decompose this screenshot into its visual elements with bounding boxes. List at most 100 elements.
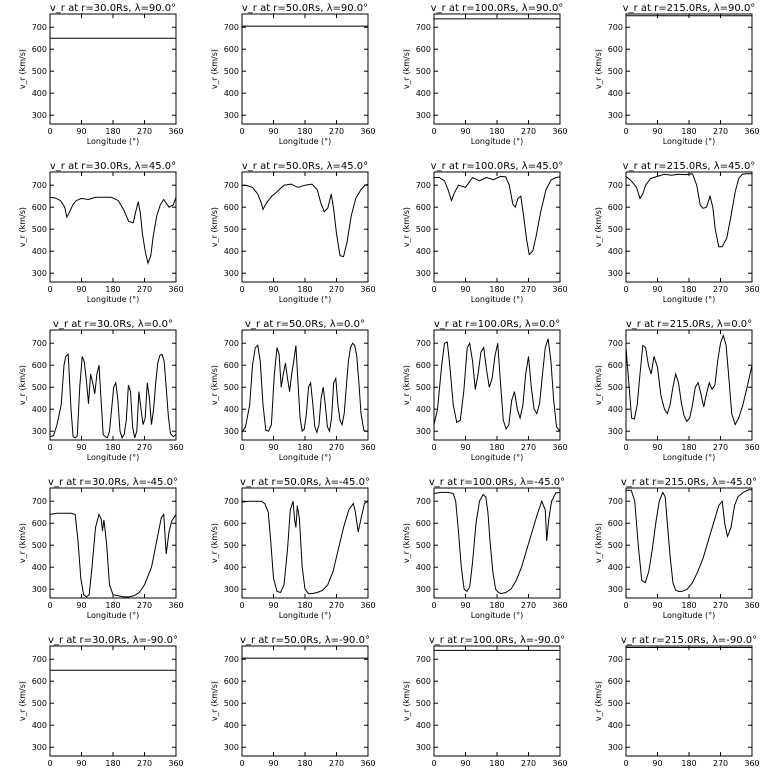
y-tick-label: 400 <box>32 247 47 256</box>
y-tick-label: 400 <box>224 721 239 730</box>
plot-frame <box>49 487 177 599</box>
x-tick-label: 360 <box>552 443 567 452</box>
panel: v_r at r=100.0Rs, λ=90.0° 0 90 180 270 360 300… <box>402 3 568 146</box>
y-axis-label: v_r (km/s) <box>594 207 603 247</box>
x-tick-label: 0 <box>431 285 436 294</box>
y-tick-label: 400 <box>416 89 431 98</box>
y-tick-label: 500 <box>608 541 623 550</box>
y-tick-label: 300 <box>224 269 239 278</box>
panel-title: v_r at r=50.0Rs, λ=-45.0° <box>240 477 370 488</box>
x-tick-label: 180 <box>489 601 504 610</box>
y-tick-label: 300 <box>224 743 239 752</box>
y-axis-label: v_r (km/s) <box>594 681 603 721</box>
x-tick-label: 270 <box>521 285 536 294</box>
y-tick-label: 600 <box>32 519 47 528</box>
y-axis-label: v_r (km/s) <box>210 207 219 247</box>
x-tick-label: 270 <box>137 127 152 136</box>
y-tick-label: 600 <box>416 677 431 686</box>
x-tick-label: 360 <box>360 285 375 294</box>
y-tick-label: 500 <box>416 67 431 76</box>
x-tick-label: 270 <box>713 601 728 610</box>
x-axis-label: Longitude (°) <box>663 295 716 304</box>
y-axis-label: v_r (km/s) <box>18 207 27 247</box>
y-tick-label: 700 <box>224 23 239 32</box>
x-tick-label: 360 <box>168 443 183 452</box>
panel: v_r at r=100.0Rs, λ=0.0° 0 90 180 270 360 300 4… <box>402 319 568 462</box>
panel-title: v_r at r=50.0Rs, λ=45.0° <box>242 161 368 172</box>
panel-title: v_r at r=30.0Rs, λ=-45.0° <box>48 477 178 488</box>
panel: v_r at r=215.0Rs, λ=90.0° 0 90 180 270 360 300… <box>594 3 760 146</box>
x-tick-label: 270 <box>521 601 536 610</box>
y-tick-label: 300 <box>32 743 47 752</box>
x-tick-label: 270 <box>137 759 152 768</box>
y-tick-label: 300 <box>608 585 623 594</box>
x-tick-label: 90 <box>460 127 470 136</box>
series-line <box>433 491 561 595</box>
x-tick-label: 360 <box>744 127 759 136</box>
x-tick-label: 180 <box>105 759 120 768</box>
panel: v_r at r=50.0Rs, λ=90.0° 0 90 180 270 360 300 4… <box>210 3 376 146</box>
y-tick-label: 500 <box>608 699 623 708</box>
panel: v_r at r=215.0Rs, λ=0.0° 0 90 180 270 360 300 4… <box>594 319 760 462</box>
y-tick-label: 600 <box>416 45 431 54</box>
y-tick-label: 400 <box>416 563 431 572</box>
y-tick-label: 400 <box>224 563 239 572</box>
series-line <box>49 512 177 598</box>
x-tick-label: 90 <box>268 443 278 452</box>
x-axis-label: Longitude (°) <box>87 137 140 146</box>
panel-title: v_r at r=100.0Rs, λ=-45.0° <box>429 477 565 488</box>
x-tick-label: 180 <box>297 285 312 294</box>
y-tick-label: 700 <box>416 339 431 348</box>
x-tick-label: 270 <box>137 285 152 294</box>
y-tick-label: 300 <box>416 111 431 120</box>
x-tick-label: 270 <box>521 443 536 452</box>
y-tick-label: 300 <box>416 743 431 752</box>
x-tick-label: 180 <box>297 601 312 610</box>
plot-frame <box>49 171 177 283</box>
x-axis-label: Longitude (°) <box>87 295 140 304</box>
plot-frame <box>49 329 177 441</box>
panel-title: v_r at r=215.0Rs, λ=-90.0° <box>621 635 757 646</box>
plot-frame <box>625 13 753 125</box>
x-tick-label: 90 <box>76 443 86 452</box>
x-tick-label: 0 <box>239 759 244 768</box>
x-tick-label: 270 <box>521 127 536 136</box>
x-tick-label: 360 <box>552 127 567 136</box>
panel: v_r at r=100.0Rs, λ=45.0° 0 90 180 270 360 300… <box>402 161 568 304</box>
x-tick-label: 270 <box>329 127 344 136</box>
x-tick-label: 180 <box>297 443 312 452</box>
x-axis-label: Longitude (°) <box>87 611 140 620</box>
y-tick-label: 500 <box>416 225 431 234</box>
x-tick-label: 90 <box>76 601 86 610</box>
x-axis-label: Longitude (°) <box>663 611 716 620</box>
x-tick-label: 90 <box>460 759 470 768</box>
y-tick-label: 600 <box>416 203 431 212</box>
x-tick-label: 180 <box>297 759 312 768</box>
x-tick-label: 270 <box>329 601 344 610</box>
y-tick-label: 600 <box>608 677 623 686</box>
plot-frame <box>433 13 561 125</box>
x-tick-label: 90 <box>460 285 470 294</box>
x-tick-label: 0 <box>47 601 52 610</box>
x-tick-label: 0 <box>239 443 244 452</box>
x-tick-label: 0 <box>623 443 628 452</box>
x-tick-label: 90 <box>268 127 278 136</box>
panel-title: v_r at r=215.0Rs, λ=-45.0° <box>621 477 757 488</box>
y-tick-label: 500 <box>32 67 47 76</box>
x-tick-label: 0 <box>239 127 244 136</box>
x-tick-label: 270 <box>329 285 344 294</box>
series-line <box>49 196 177 266</box>
panel: v_r at r=50.0Rs, λ=-45.0° 0 90 180 270 360 300… <box>210 477 376 620</box>
y-tick-label: 600 <box>32 45 47 54</box>
x-tick-label: 360 <box>744 443 759 452</box>
x-tick-label: 90 <box>652 443 662 452</box>
y-tick-label: 600 <box>608 361 623 370</box>
x-axis-label: Longitude (°) <box>663 453 716 462</box>
panel-title: v_r at r=50.0Rs, λ=90.0° <box>242 3 368 14</box>
y-tick-label: 300 <box>416 585 431 594</box>
x-tick-label: 360 <box>744 759 759 768</box>
panel-title: v_r at r=30.0Rs, λ=-90.0° <box>48 635 178 646</box>
x-tick-label: 90 <box>460 601 470 610</box>
panel: v_r at r=50.0Rs, λ=-90.0° 0 90 180 270 360 300… <box>210 635 376 768</box>
